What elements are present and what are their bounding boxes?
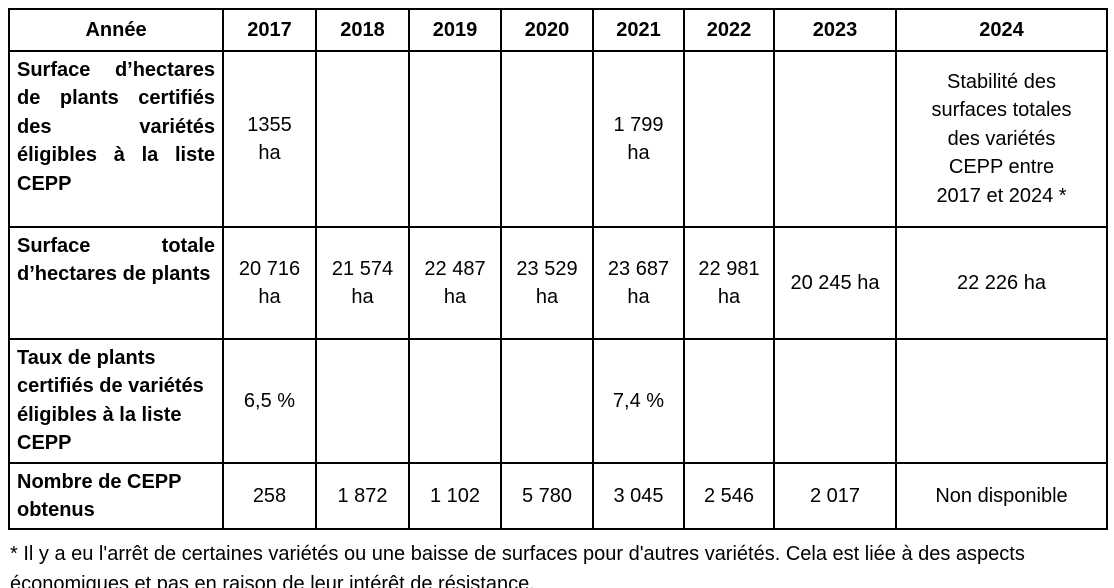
table-row-taux-certifies: Taux de plants certifiés de variétés éli…: [8, 338, 1108, 464]
table-cell: 1 872: [315, 461, 410, 531]
row-label: Surface totale d’hectares de plants: [8, 226, 224, 340]
table-cell: 6,5 %: [222, 338, 317, 464]
table-cell: 1 799 ha: [592, 50, 685, 228]
year-column-header: 2017: [222, 8, 317, 52]
table-cell: 258: [222, 461, 317, 531]
cepp-yearly-table: Année 2017 2018 2019 2020 2021 2022 2023…: [8, 8, 1108, 531]
table-cell: [773, 50, 897, 228]
table-cell: [895, 338, 1108, 464]
table-cell: 7,4 %: [592, 338, 685, 464]
row-label: Surface d’hectares de plants certifiés d…: [8, 50, 224, 228]
footnote-text: * Il y a eu l'arrêt de certaines variété…: [10, 543, 1025, 588]
year-column-header: 2024: [895, 8, 1108, 52]
table-cell: [683, 338, 775, 464]
table-cell: [500, 50, 594, 228]
table-cell: 2 546: [683, 461, 775, 531]
year-column-header: 2019: [408, 8, 502, 52]
row-label: Taux de plants certifiés de variétés éli…: [8, 338, 224, 464]
table-cell: 21 574 ha: [315, 226, 410, 340]
table-cell: 23 687 ha: [592, 226, 685, 340]
table-cell: Non disponible: [895, 461, 1108, 531]
year-column-header: 2023: [773, 8, 897, 52]
table-row-surface-totale: Surface totale d’hectares de plants 20 7…: [8, 226, 1108, 340]
year-column-header: 2022: [683, 8, 775, 52]
year-column-header: 2018: [315, 8, 410, 52]
table-cell: [408, 338, 502, 464]
year-row-header: Année: [8, 8, 224, 52]
table-cell: 5 780: [500, 461, 594, 531]
table-cell: 22 981 ha: [683, 226, 775, 340]
table-cell: 1 102: [408, 461, 502, 531]
table-cell: [500, 338, 594, 464]
year-column-header: 2020: [500, 8, 594, 52]
table-cell: [773, 338, 897, 464]
table-cell: 20 716 ha: [222, 226, 317, 340]
table-cell: 22 487 ha: [408, 226, 502, 340]
table-cell: 2 017: [773, 461, 897, 531]
table-cell: 23 529 ha: [500, 226, 594, 340]
year-column-header: 2021: [592, 8, 685, 52]
table-cell: [408, 50, 502, 228]
table-cell: [315, 338, 410, 464]
table-cell: 22 226 ha: [895, 226, 1108, 340]
table-cell: [315, 50, 410, 228]
table-cell: 1355 ha: [222, 50, 317, 228]
table-cell: 3 045: [592, 461, 685, 531]
row-label: Nombre de CEPP obtenus: [8, 461, 224, 531]
table-row-surface-certifiee: Surface d’hectares de plants certifiés d…: [8, 50, 1108, 228]
table-cell: 20 245 ha: [773, 226, 897, 340]
table-cell: [683, 50, 775, 228]
header-row: Année 2017 2018 2019 2020 2021 2022 2023…: [8, 8, 1108, 52]
table-row-nombre-cepp: Nombre de CEPP obtenus 258 1 872 1 102 5…: [8, 461, 1108, 531]
table-cell-stabilite-note: Stabilité des surfaces totales des varié…: [895, 50, 1108, 228]
